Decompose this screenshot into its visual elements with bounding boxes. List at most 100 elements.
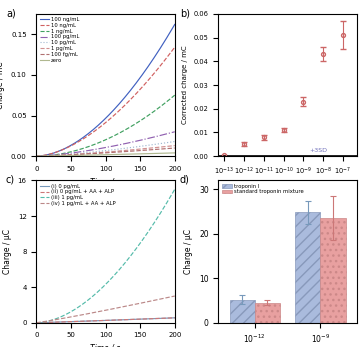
X-axis label: Time / s: Time / s [90,344,121,347]
Bar [320,218,345,323]
Bar [296,212,320,323]
(iii) 1 pg/mL [135,246,139,250]
(iii) 1 pg/mL [173,187,177,192]
Y-axis label: Charge / μC: Charge / μC [3,229,12,274]
(i) 0 pg/mL [135,317,139,321]
10 ng/mL [135,91,139,95]
10 ng/mL [89,132,93,136]
(iv) 1 pg/mL + AA + ALP [173,294,177,298]
1 ng/mL [173,93,177,97]
(ii) 0 pg/mL + AA + ALP [79,319,84,323]
(i) 0 pg/mL [121,318,126,322]
10 pg/mL [79,151,84,155]
10 pg/mL [135,145,139,149]
Y-axis label: Charge / μC: Charge / μC [185,229,193,274]
(ii) 0 pg/mL + AA + ALP [134,317,138,321]
100 ng/mL [121,97,126,101]
10 pg/mL [34,154,39,158]
Line: (iv) 1 pg/mL + AA + ALP: (iv) 1 pg/mL + AA + ALP [36,296,175,323]
Legend: 100 ng/mL, 10 ng/mL, 1 ng/mL, 100 pg/mL, 10 pg/mL, 1 pg/mL, 100 fg/mL, zero: 100 ng/mL, 10 ng/mL, 1 ng/mL, 100 pg/mL,… [39,17,80,63]
(iii) 1 pg/mL [89,295,93,299]
100 pg/mL [173,130,177,134]
(ii) 0 pg/mL + AA + ALP [135,317,139,321]
100 fg/mL [173,146,177,150]
100 pg/mL [89,148,93,152]
1 pg/mL [134,147,138,152]
Line: 100 ng/mL: 100 ng/mL [36,24,175,156]
zero [34,154,39,158]
1 ng/mL [51,153,55,157]
zero [135,152,139,156]
Text: d): d) [180,175,190,185]
(iv) 1 pg/mL + AA + ALP [135,302,139,306]
(i) 0 pg/mL [134,317,138,321]
10 ng/mL [173,45,177,49]
10 ng/mL [134,92,138,96]
Bar [255,303,280,323]
Legend: troponin I, standard troponin mixture: troponin I, standard troponin mixture [221,183,304,195]
Line: 100 fg/mL: 100 fg/mL [36,148,175,156]
100 pg/mL [134,139,138,143]
(iv) 1 pg/mL + AA + ALP [121,305,126,309]
Line: (iii) 1 pg/mL: (iii) 1 pg/mL [36,189,175,323]
X-axis label: Time / s: Time / s [90,177,121,186]
zero [51,154,55,158]
100 pg/mL [79,150,84,154]
100 ng/mL [173,22,177,26]
(iii) 1 pg/mL [134,246,138,251]
100 fg/mL [51,154,55,158]
10 ng/mL [121,104,126,109]
X-axis label: Concentration of troponin I / g/mL: Concentration of troponin I / g/mL [228,183,347,189]
(ii) 0 pg/mL + AA + ALP [51,320,55,324]
1 pg/mL [79,152,84,156]
Legend: (i) 0 pg/mL, (ii) 0 pg/mL + AA + ALP, (iii) 1 pg/mL, (iv) 1 pg/mL + AA + ALP: (i) 0 pg/mL, (ii) 0 pg/mL + AA + ALP, (i… [39,183,116,206]
10 pg/mL [51,153,55,158]
10 ng/mL [79,138,84,142]
zero [173,151,177,155]
(i) 0 pg/mL [79,319,84,323]
Line: (ii) 0 pg/mL + AA + ALP: (ii) 0 pg/mL + AA + ALP [36,318,175,323]
(iii) 1 pg/mL [121,263,126,267]
1 ng/mL [121,129,126,133]
(iii) 1 pg/mL [51,318,55,322]
1 ng/mL [89,144,93,148]
Line: 1 ng/mL: 1 ng/mL [36,95,175,156]
100 ng/mL [51,151,55,155]
(ii) 0 pg/mL + AA + ALP [34,321,39,325]
Text: b): b) [180,8,190,18]
10 ng/mL [34,154,39,158]
Line: 100 pg/mL: 100 pg/mL [36,132,175,156]
Y-axis label: Charge / mC: Charge / mC [0,61,5,109]
(i) 0 pg/mL [51,320,55,324]
(i) 0 pg/mL [89,319,93,323]
(iv) 1 pg/mL + AA + ALP [89,311,93,315]
(ii) 0 pg/mL + AA + ALP [89,319,93,323]
1 ng/mL [34,154,39,158]
1 ng/mL [135,121,139,125]
1 ng/mL [134,121,138,125]
(ii) 0 pg/mL + AA + ALP [173,316,177,320]
100 ng/mL [79,137,84,141]
Text: a): a) [6,8,16,18]
100 pg/mL [51,153,55,157]
100 ng/mL [134,81,138,85]
(ii) 0 pg/mL + AA + ALP [121,318,126,322]
100 pg/mL [34,154,39,158]
(iv) 1 pg/mL + AA + ALP [34,321,39,325]
Text: c): c) [6,175,15,185]
10 pg/mL [89,150,93,154]
100 fg/mL [134,149,138,153]
100 pg/mL [135,139,139,143]
100 pg/mL [121,142,126,146]
(iv) 1 pg/mL + AA + ALP [51,318,55,322]
zero [89,153,93,157]
100 fg/mL [89,152,93,156]
Line: 10 pg/mL: 10 pg/mL [36,142,175,156]
1 pg/mL [135,147,139,152]
(iv) 1 pg/mL + AA + ALP [134,302,138,306]
100 fg/mL [121,150,126,154]
1 pg/mL [121,149,126,153]
(iv) 1 pg/mL + AA + ALP [79,313,84,317]
10 ng/mL [51,151,55,155]
100 fg/mL [79,152,84,156]
